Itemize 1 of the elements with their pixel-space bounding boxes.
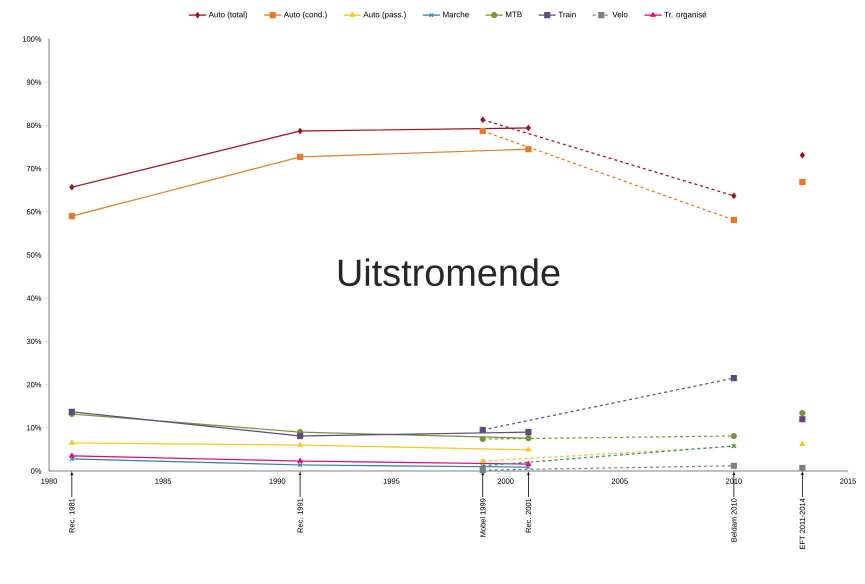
annotation: Uitstromende: [338, 258, 560, 286]
